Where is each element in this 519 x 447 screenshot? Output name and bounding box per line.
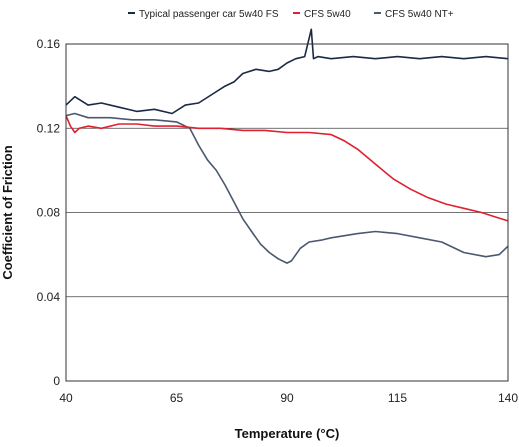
y-tick-label: 0 (53, 374, 60, 388)
x-tick-label: 115 (388, 391, 407, 405)
legend-label: CFS 5w40 (304, 9, 351, 20)
grid-lines (66, 43, 508, 382)
series-line-1 (65, 115, 509, 222)
y-tick-label: 0.08 (37, 206, 61, 220)
x-tick-label: 65 (170, 391, 184, 405)
series-line-0 (65, 28, 509, 115)
y-tick-labels: 0 0.04 0.08 0.12 0.16 (37, 37, 61, 388)
legend-label: CFS 5w40 NT+ (385, 9, 454, 20)
series-lines (65, 28, 509, 264)
x-tick-label: 90 (280, 391, 294, 405)
x-tick-label: 40 (59, 391, 73, 405)
legend: Typical passenger car 5w40 FS CFS 5w40 CFS… (128, 9, 454, 20)
x-axis-title: Temperature (°C) (235, 426, 340, 441)
x-tick-label: 140 (498, 391, 518, 405)
x-tick-labels: 40 65 90 115 140 (59, 391, 518, 405)
series-line-2 (65, 112, 509, 264)
y-tick-label: 0.12 (37, 121, 61, 135)
y-tick-label: 0.04 (37, 290, 61, 304)
y-axis-title: Coefficient of Friction (0, 145, 15, 279)
plot-frame (65, 43, 509, 382)
legend-label: Typical passenger car 5w40 FS (139, 9, 279, 20)
y-tick-label: 0.16 (37, 37, 61, 51)
